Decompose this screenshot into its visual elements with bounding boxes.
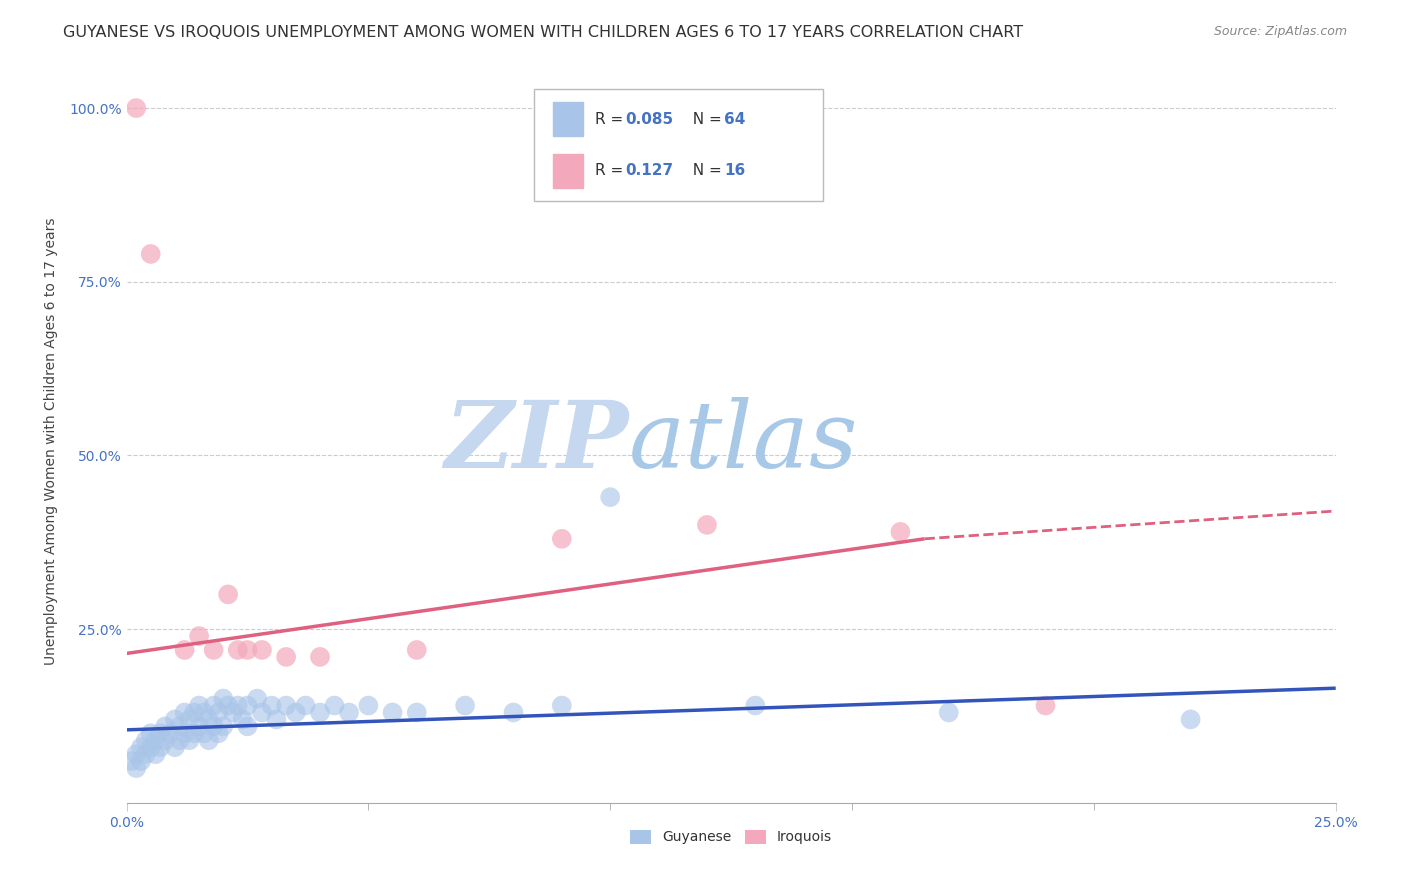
Point [173,706,195,720]
Point [217,587,239,601]
Point [129,754,152,768]
Point [266,713,288,727]
Text: N =: N = [683,112,727,127]
Point [938,706,960,720]
Point [188,719,211,733]
Point [284,706,307,720]
Point [120,754,142,768]
Text: N =: N = [683,163,727,178]
Point [169,733,191,747]
Point [129,740,152,755]
Point [236,643,259,657]
Point [139,247,162,261]
Y-axis label: Unemployment Among Women with Children Ages 6 to 17 years: Unemployment Among Women with Children A… [44,218,58,665]
Point [155,719,177,733]
Text: 16: 16 [724,163,745,178]
Point [163,740,186,755]
Point [696,517,718,532]
Point [202,698,225,713]
Text: atlas: atlas [628,397,858,486]
Point [309,649,332,664]
Point [169,719,191,733]
Point [139,740,162,755]
Point [236,698,259,713]
Point [155,733,177,747]
Point [246,691,269,706]
Text: GUYANESE VS IROQUOIS UNEMPLOYMENT AMONG WOMEN WITH CHILDREN AGES 6 TO 17 YEARS C: GUYANESE VS IROQUOIS UNEMPLOYMENT AMONG … [63,25,1024,40]
Point [551,532,574,546]
Point [193,706,215,720]
Point [179,733,201,747]
Point [212,691,235,706]
Point [226,698,249,713]
Point [207,706,229,720]
Point [139,726,162,740]
Point [236,719,259,733]
Point [125,747,148,761]
Point [405,643,427,657]
Point [159,726,181,740]
Point [1035,698,1057,713]
Point [381,706,404,720]
Point [276,698,298,713]
Point [250,643,273,657]
Point [502,706,524,720]
Point [135,733,157,747]
Point [149,740,172,755]
Point [188,698,211,713]
Point [323,698,346,713]
Point [226,643,249,657]
Point [197,713,219,727]
Point [193,726,215,740]
Point [149,726,172,740]
Point [217,698,239,713]
Point [125,101,148,115]
Point [260,698,283,713]
Point [232,713,254,727]
Text: 0.085: 0.085 [626,112,673,127]
Point [183,726,205,740]
Point [337,706,360,720]
Point [744,698,766,713]
Point [202,719,225,733]
Point [599,490,621,504]
Point [179,713,201,727]
Point [207,726,229,740]
Text: 64: 64 [724,112,745,127]
Point [889,524,911,539]
Text: Source: ZipAtlas.com: Source: ZipAtlas.com [1213,25,1347,38]
Point [188,629,211,643]
Point [454,698,477,713]
Point [145,733,167,747]
Point [135,747,157,761]
Text: R =: R = [595,163,628,178]
Point [183,706,205,720]
Point [212,719,235,733]
Point [197,733,219,747]
Point [309,706,332,720]
Point [202,643,225,657]
Point [163,713,186,727]
Point [405,706,427,720]
Legend: Guyanese, Iroquois: Guyanese, Iroquois [624,824,838,850]
Point [294,698,316,713]
Point [276,649,298,664]
Point [250,706,273,720]
Point [173,643,195,657]
Point [222,706,245,720]
Point [551,698,574,713]
Point [173,726,195,740]
Point [145,747,167,761]
Text: R =: R = [595,112,628,127]
Text: ZIP: ZIP [444,397,628,486]
Text: 0.127: 0.127 [626,163,673,178]
Point [125,761,148,775]
Point [357,698,380,713]
Point [1180,713,1202,727]
